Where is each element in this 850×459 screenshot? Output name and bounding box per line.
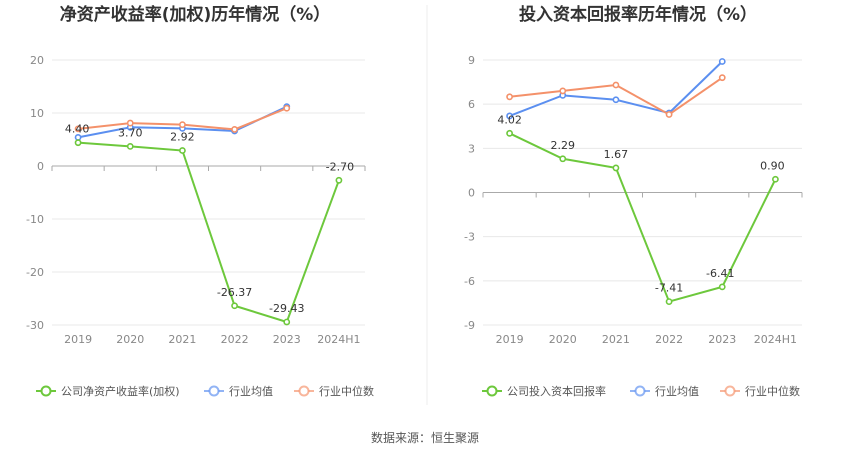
series-line <box>78 141 340 324</box>
data-point <box>74 139 82 147</box>
data-point <box>179 121 186 129</box>
data-label: -29.43 <box>269 302 304 315</box>
y-tick-label: 0 <box>468 187 475 200</box>
x-tick-label: 2022 <box>655 333 683 346</box>
data-point <box>126 142 134 150</box>
x-tick-label: 2023 <box>273 333 301 346</box>
data-label: 2.92 <box>170 131 195 144</box>
roic-chart: 投入资本回报率历年情况（%） 9 6 3 0 -3 -6 -9 2019 2020 2021 2022… <box>464 4 803 398</box>
legend-label[interactable]: 行业均值 <box>229 385 273 398</box>
data-point <box>506 93 513 101</box>
y-tick-label: -10 <box>26 213 44 226</box>
data-point <box>612 164 620 172</box>
data-label: 0.90 <box>760 159 785 172</box>
data-point <box>231 126 238 133</box>
legend-marker[interactable] <box>298 385 310 397</box>
chart-title: 投入资本回报率历年情况（%） <box>519 4 757 25</box>
data-point <box>283 318 291 326</box>
y-tick-label: 9 <box>468 54 475 67</box>
x-tick-label: 2019 <box>64 333 92 346</box>
data-label: -7.41 <box>655 282 683 295</box>
x-tick-label: 2020 <box>116 333 144 346</box>
y-tick-label: 0 <box>37 160 44 173</box>
y-tick-label: -9 <box>464 319 475 332</box>
data-point <box>612 96 620 104</box>
data-point <box>231 302 238 310</box>
data-point <box>718 283 726 291</box>
data-point <box>335 176 343 184</box>
legend-label[interactable]: 公司净资产收益率(加权) <box>61 384 180 398</box>
data-label: 3.70 <box>118 126 143 139</box>
roe-chart: 净资产收益率(加权)历年情况（%） 20 10 0 -10 -20 -30 2019 2020 2… <box>26 4 374 398</box>
legend-label[interactable]: 公司投入资本回报率 <box>507 384 606 398</box>
data-point <box>126 119 134 127</box>
data-point <box>506 129 513 137</box>
data-point <box>559 155 567 163</box>
data-point <box>718 74 726 82</box>
y-tick-label: 3 <box>468 142 475 155</box>
legend-marker[interactable] <box>40 385 52 397</box>
data-label: 4.02 <box>497 113 522 126</box>
data-label: -2.70 <box>326 160 354 173</box>
data-label: 1.67 <box>604 148 629 161</box>
data-point <box>772 175 779 183</box>
data-point <box>179 147 186 154</box>
x-tick-label: 2019 <box>496 333 524 346</box>
x-tick-label: 2021 <box>168 333 196 346</box>
chart-title: 净资产收益率(加权)历年情况（%） <box>60 4 331 25</box>
data-point <box>665 111 673 118</box>
y-tick-label: -6 <box>464 275 475 288</box>
x-tick-label: 2024H1 <box>754 333 797 346</box>
data-label: -6.41 <box>706 267 734 280</box>
data-point <box>559 87 567 95</box>
data-point <box>506 112 513 120</box>
legend-label[interactable]: 行业中位数 <box>319 384 374 398</box>
y-tick-label: 20 <box>30 54 44 67</box>
legend-marker[interactable] <box>634 385 646 397</box>
data-label: 4.40 <box>65 123 90 136</box>
source-note: 数据来源：恒生聚源 <box>371 430 479 445</box>
y-tick-label: -20 <box>26 266 44 279</box>
series-line <box>509 60 723 117</box>
data-point <box>665 298 673 305</box>
data-label: 2.29 <box>551 139 576 152</box>
data-point <box>612 81 620 89</box>
data-point <box>283 104 291 112</box>
data-label: -26.37 <box>217 286 252 299</box>
x-tick-label: 2021 <box>602 333 630 346</box>
series-line <box>509 132 777 303</box>
x-tick-label: 2024H1 <box>317 333 360 346</box>
y-tick-label: 6 <box>468 98 475 111</box>
y-tick-label: 10 <box>30 107 44 120</box>
legend-label[interactable]: 行业中位数 <box>745 384 800 398</box>
y-tick-label: -30 <box>26 319 44 332</box>
x-tick-label: 2022 <box>221 333 249 346</box>
data-point <box>74 125 82 133</box>
legend-marker[interactable] <box>724 385 736 397</box>
y-tick-label: -3 <box>464 231 475 244</box>
legend-marker[interactable] <box>208 385 220 397</box>
x-tick-label: 2020 <box>549 333 577 346</box>
x-tick-label: 2023 <box>708 333 736 346</box>
data-point <box>718 58 726 65</box>
legend-label[interactable]: 行业均值 <box>655 385 699 398</box>
legend-marker[interactable] <box>486 385 498 397</box>
